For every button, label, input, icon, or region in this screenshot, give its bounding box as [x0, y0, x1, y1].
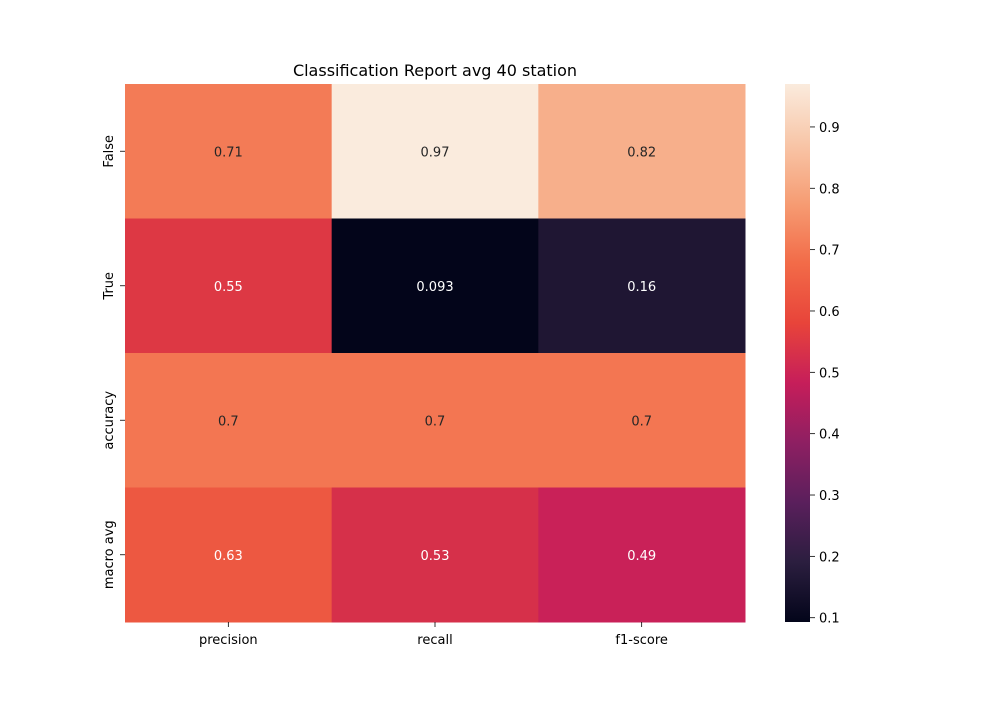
colorbar: [785, 84, 810, 622]
cell-value-label: 0.82: [627, 145, 656, 160]
cell-value-label: 0.16: [627, 280, 656, 295]
heatmap-cell: [538, 353, 746, 488]
heatmap-cell: [331, 353, 539, 488]
heatmap-cell: [125, 84, 333, 219]
colorbar-tick-label: 0.4: [819, 428, 840, 443]
cell-value-label: 0.7: [218, 414, 239, 429]
colorbar-tick-label: 0.3: [819, 489, 840, 504]
x-tick-label: f1-score: [615, 633, 667, 648]
heatmap-cell: [538, 487, 746, 623]
colorbar-ticks: 0.1 0.2 0.3 0.4 0.5 0.6 0.7 0.8 0.9: [810, 121, 840, 627]
heatmap-cell: [331, 84, 539, 219]
heatmap-cells: [125, 84, 746, 623]
heatmap-cell: [125, 487, 333, 623]
y-tick-label: False: [102, 135, 117, 168]
colorbar-tick-label: 0.9: [819, 121, 840, 136]
colorbar-tick-label: 0.7: [819, 244, 840, 259]
y-tick-label: macro avg: [102, 520, 117, 589]
y-tick-label: True: [102, 272, 117, 301]
y-tick-label: accuracy: [102, 391, 117, 450]
x-tick-label: recall: [417, 633, 452, 648]
x-axis: precision recall f1-score: [199, 622, 668, 648]
cell-value-label: 0.55: [214, 280, 243, 295]
colorbar-tick-label: 0.5: [819, 366, 840, 381]
cell-value-label: 0.7: [631, 414, 652, 429]
cell-value-label: 0.093: [416, 280, 453, 295]
cell-value-label: 0.49: [627, 549, 656, 564]
x-tick-label: precision: [199, 633, 258, 648]
colorbar-tick-label: 0.8: [819, 182, 840, 197]
heatmap-cell: [331, 487, 539, 623]
colorbar-tick-label: 0.1: [819, 612, 840, 627]
y-axis: False True accuracy macro avg: [102, 135, 125, 589]
heatmap-cell: [538, 218, 746, 354]
chart-title: Classification Report avg 40 station: [293, 61, 577, 80]
cell-value-label: 0.97: [421, 145, 450, 160]
colorbar-tick-label: 0.2: [819, 550, 840, 565]
cell-value-label: 0.7: [425, 414, 446, 429]
heatmap-cell: [125, 353, 333, 488]
heatmap-cell: [538, 84, 746, 219]
cell-value-label: 0.53: [421, 549, 450, 564]
heatmap-cell: [331, 218, 539, 354]
cell-value-label: 0.71: [214, 145, 243, 160]
heatmap-cell: [125, 218, 333, 354]
cell-value-label: 0.63: [214, 549, 243, 564]
heatmap-cell-labels: 0.71 0.97 0.82 0.55 0.093 0.16 0.7 0.7 0.7 0.63 0.…: [214, 145, 656, 564]
colorbar-tick-label: 0.6: [819, 305, 840, 320]
